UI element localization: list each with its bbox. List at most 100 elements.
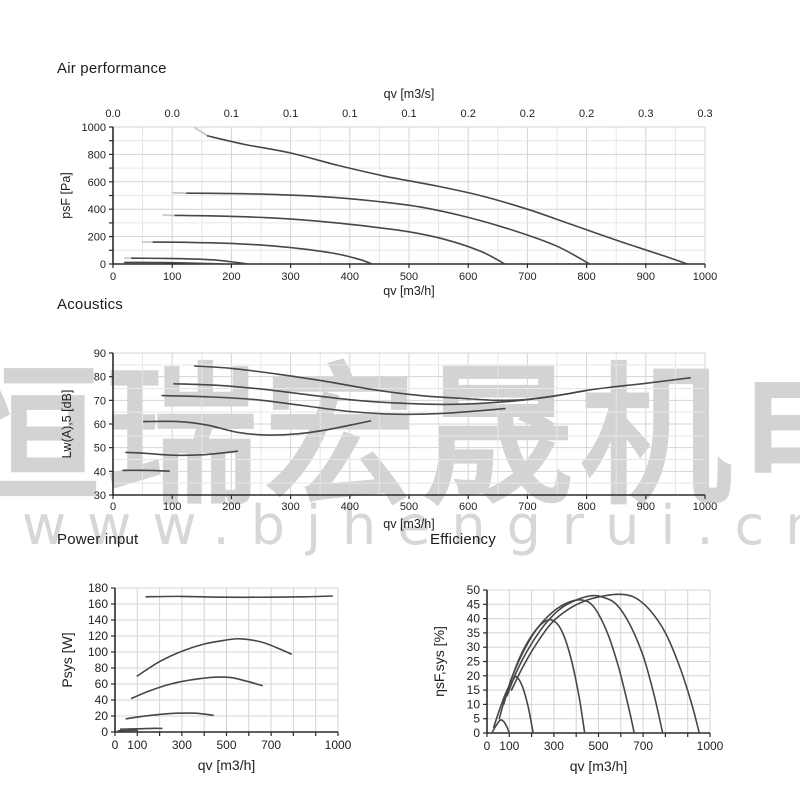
x-tick-label: 500 — [588, 739, 608, 753]
series-speed-2-curve — [119, 727, 163, 730]
y-tick-label: 80 — [95, 661, 109, 675]
y-tick-label: 0 — [473, 726, 480, 740]
series-speed-6-curve — [206, 135, 688, 265]
series-speed-2-curve — [131, 257, 249, 265]
y-tick-label: 800 — [88, 149, 106, 161]
y-axis-title: Psys [W] — [59, 632, 75, 687]
x-tick-label: 700 — [518, 271, 536, 283]
x-axis-title: qv [m3/h] — [383, 517, 434, 531]
series-speed-6-curve — [193, 365, 691, 402]
x2-tick-label: 0.1 — [283, 108, 298, 120]
air-performance-chart: 0 100 200 300 400 500 600 700 800 900 1000 0 200 400 6… — [59, 87, 717, 298]
x-tick-label: 1000 — [325, 738, 352, 752]
y-tick-label: 45 — [467, 597, 481, 611]
series-speed-5-curve — [136, 637, 292, 677]
series-speed-6-curve — [510, 593, 701, 734]
y-tick-label: 40 — [467, 612, 481, 626]
x-tick-label: 800 — [577, 501, 595, 513]
x-tick-label: 400 — [341, 271, 359, 283]
x2-axis-title: qv [m3/s] — [384, 87, 435, 101]
series-speed-5-curve — [173, 383, 588, 406]
x-tick-label: 900 — [637, 501, 655, 513]
y-tick-label: 0 — [100, 259, 106, 271]
x-tick-label: 0 — [110, 501, 116, 513]
y-axis-title: ηsF,sys [%] — [431, 626, 447, 697]
series-speed-2-curve — [492, 675, 534, 734]
x-tick-label: 700 — [518, 501, 536, 513]
y-tick-label: 120 — [88, 629, 108, 643]
y-tick-label: 140 — [88, 613, 108, 627]
y-tick-label: 90 — [94, 348, 106, 360]
series-speed-1-curve — [491, 719, 511, 734]
x-tick-label: 600 — [459, 501, 477, 513]
x-tick-label: 100 — [163, 271, 181, 283]
y-tick-label: 10 — [467, 697, 481, 711]
x-tick-label: 300 — [281, 501, 299, 513]
x2-tick-label: 0.3 — [697, 108, 712, 120]
curve-lead-segment — [193, 126, 209, 137]
series-speed-1-curve — [122, 469, 170, 472]
series-speed-6-curve — [145, 595, 334, 599]
efficiency-title: Efficiency — [430, 531, 496, 548]
x-tick-label: 100 — [499, 739, 519, 753]
y-tick-label: 70 — [94, 395, 106, 407]
series-speed-5-curve — [186, 192, 591, 265]
y-tick-label: 600 — [88, 177, 106, 189]
x2-tick-label: 0.2 — [520, 108, 535, 120]
y-axis-title: psF [Pa] — [59, 172, 73, 219]
x2-tick-label: 0.1 — [401, 108, 416, 120]
series-speed-4-curve — [130, 676, 263, 700]
x-tick-label: 0 — [484, 739, 491, 753]
y-tick-label: 80 — [94, 372, 106, 384]
watermark-chinese-text: 恒瑞宏晟机电 — [0, 349, 800, 526]
x-axis-title: qv [m3/h] — [383, 284, 434, 298]
x-tick-label: 700 — [261, 738, 281, 752]
y-tick-label: 20 — [95, 709, 109, 723]
series-speed-4-curve — [174, 214, 506, 265]
x-tick-label: 400 — [341, 501, 359, 513]
x-tick-label: 500 — [400, 271, 418, 283]
x2-tick-label: 0.2 — [461, 108, 476, 120]
series-speed-5-curve — [506, 594, 664, 734]
x-tick-label: 500 — [400, 501, 418, 513]
x-tick-label: 600 — [459, 271, 477, 283]
y-tick-label: 60 — [95, 677, 109, 691]
y-tick-label: 25 — [467, 655, 481, 669]
y-tick-label: 30 — [94, 490, 106, 502]
x2-tick-label: 0.1 — [224, 108, 239, 120]
series-speed-3-curve — [152, 241, 374, 265]
y-tick-label: 400 — [88, 204, 106, 216]
x-tick-label: 900 — [637, 271, 655, 283]
series-speed-1-curve — [124, 261, 224, 265]
x-tick-label: 200 — [222, 501, 240, 513]
x-tick-label: 1000 — [697, 739, 724, 753]
y-axis-title: Lw(A),5 [dB] — [60, 390, 74, 459]
x-tick-label: 0 — [110, 271, 116, 283]
series-speed-3-curve — [143, 420, 372, 436]
y-tick-label: 0 — [101, 725, 108, 739]
y-tick-label: 15 — [467, 683, 481, 697]
y-tick-label: 60 — [94, 419, 106, 431]
series-speed-4-curve — [161, 394, 506, 416]
x-axis-title: qv [m3/h] — [570, 758, 628, 774]
y-tick-label: 20 — [467, 669, 481, 683]
y-tick-label: 180 — [88, 581, 108, 595]
x2-tick-label: 0.0 — [165, 108, 180, 120]
y-tick-label: 35 — [467, 626, 481, 640]
x-tick-label: 0 — [112, 738, 119, 752]
x-tick-label: 100 — [127, 738, 147, 752]
x-tick-label: 800 — [577, 271, 595, 283]
y-tick-label: 100 — [88, 645, 108, 659]
y-tick-label: 50 — [94, 443, 106, 455]
power-input-chart: 0 100 300 500 700 1000 0 20 40 60 80 100 120 140 160 18… — [59, 581, 352, 773]
x-tick-label: 1000 — [693, 271, 717, 283]
y-tick-label: 40 — [94, 466, 106, 478]
power-input-title: Power input — [57, 531, 139, 548]
x2-tick-label: 0.3 — [638, 108, 653, 120]
series-speed-3-curve — [125, 712, 214, 720]
x-tick-label: 100 — [163, 501, 181, 513]
x-tick-label: 500 — [216, 738, 236, 752]
x-axis-title: qv [m3/h] — [198, 757, 256, 773]
